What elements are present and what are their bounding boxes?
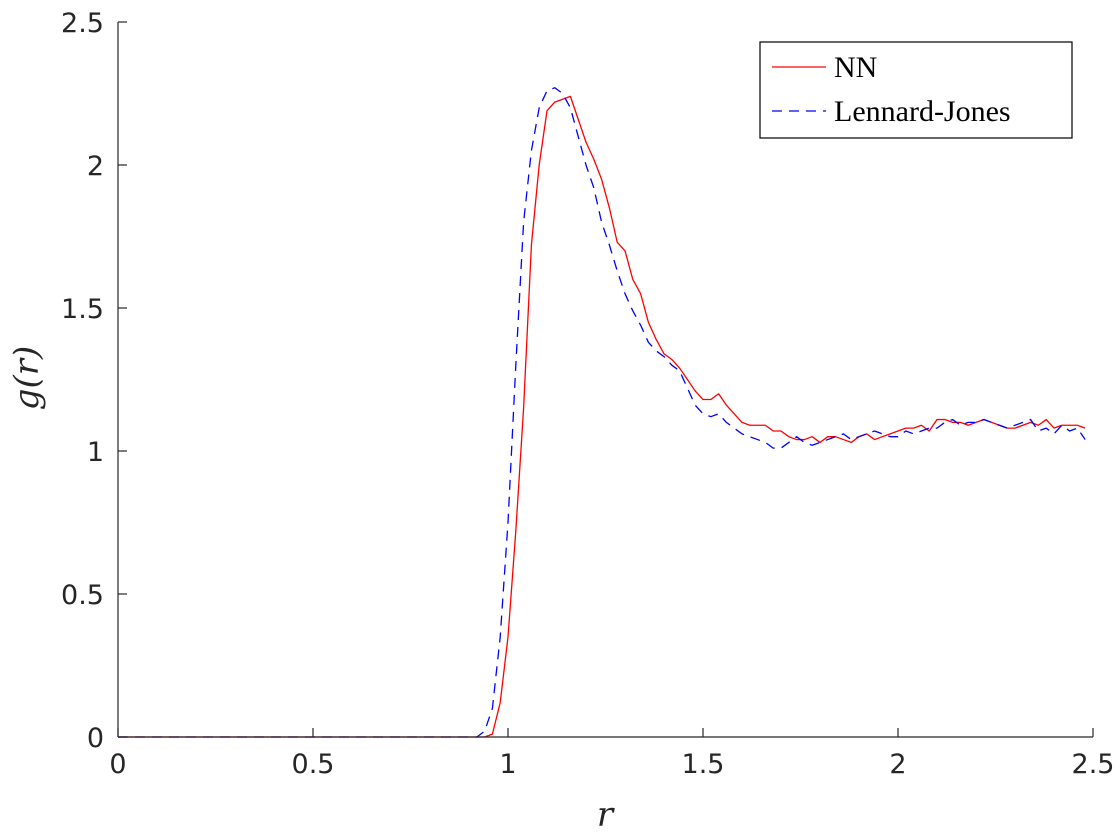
- legend-label-lennard-jones: Lennard-Jones: [834, 95, 1011, 128]
- y-tick-label: 2.5: [61, 8, 104, 39]
- legend-box: [759, 41, 1073, 139]
- x-tick-label: 1.5: [682, 749, 725, 780]
- y-axis-label: g(r): [7, 346, 47, 411]
- y-tick-label: 0: [87, 723, 104, 754]
- x-tick-label: 1: [499, 749, 516, 780]
- tick-layer: 0 0.5 1 1.5 2 2.5 0 0.5 1 1.5 2 2.5: [61, 8, 1114, 780]
- x-tick-label: 2: [889, 749, 906, 780]
- legend-label-nn: NN: [834, 51, 877, 84]
- legend-entries: NN Lennard-Jones: [772, 51, 1011, 128]
- y-tick-label: 0.5: [61, 580, 104, 611]
- y-tick-label: 2: [87, 151, 104, 182]
- y-tick-label: 1: [87, 437, 104, 468]
- axes: [117, 22, 1093, 738]
- legend: NN Lennard-Jones: [759, 41, 1073, 139]
- x-tick-label: 0: [109, 749, 126, 780]
- series-layer: [118, 87, 1086, 738]
- x-tick-label: 2.5: [1072, 749, 1115, 780]
- x-axis-label: r: [597, 795, 615, 835]
- x-tick-label: 0.5: [292, 749, 335, 780]
- series-line-lennard-jones: [118, 87, 1086, 738]
- y-tick-label: 1.5: [61, 294, 104, 325]
